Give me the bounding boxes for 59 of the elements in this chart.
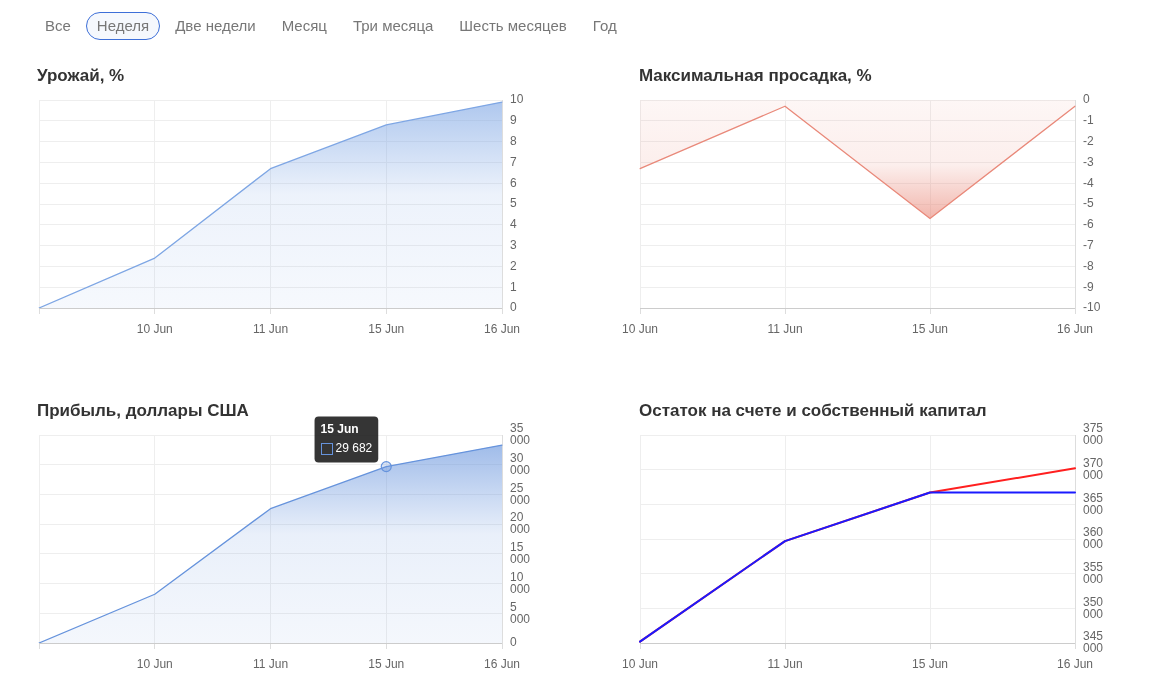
y-tick-label: -1 [1083, 113, 1094, 128]
x-tick-label: 10 Jun [621, 656, 659, 671]
x-tick-label: 15 Jun [368, 656, 405, 671]
y-tick-label: 20 000 [510, 510, 531, 537]
y-tick-label: -5 [1083, 196, 1094, 211]
y-tick-label: 10 000 [510, 569, 531, 596]
y-tick-label: -9 [1083, 279, 1094, 294]
annotation: 29 682 [335, 440, 373, 455]
x-tick-label: 11 Jun [767, 656, 803, 671]
y-tick-label: 10 [510, 92, 524, 107]
y-tick-label: 35 000 [510, 421, 531, 448]
x-tick-label: 10 Jun [136, 656, 173, 671]
y-tick-label: 0 [510, 635, 517, 650]
y-tick-label: 375 000 [1083, 421, 1104, 448]
y-tick-label: 4 [510, 217, 517, 232]
category-label: 15 Jun [320, 421, 359, 436]
y-tick-label: 1 [510, 279, 517, 294]
x-tick-label: 16 Jun [1056, 656, 1094, 671]
y-tick-label: 8 [510, 133, 517, 148]
y-tick-label: -7 [1083, 237, 1094, 252]
y-tick-label: 25 000 [510, 480, 531, 507]
y-tick-label: 15 000 [510, 540, 531, 567]
x-tick-label: 10 Jun [621, 321, 659, 336]
y-tick-label: 355 000 [1083, 559, 1104, 586]
x-tick-label: 11 Jun [252, 321, 289, 336]
y-tick-label: 370 000 [1083, 455, 1104, 482]
y-tick-label: 3 [510, 237, 517, 252]
y-tick-label: -3 [1083, 154, 1094, 169]
y-tick-label: -10 [1083, 300, 1101, 315]
y-tick-label: 360 000 [1083, 525, 1104, 552]
y-tick-label: -4 [1083, 175, 1094, 190]
x-tick-label: 15 Jun [911, 321, 949, 336]
x-tick-label: 15 Jun [368, 321, 405, 336]
x-tick-label: 16 Jun [483, 656, 521, 671]
y-tick-label: -8 [1083, 258, 1094, 273]
x-tick-label: 11 Jun [767, 321, 803, 336]
x-tick-label: 11 Jun [252, 656, 289, 671]
chart-title: Урожай, % [37, 66, 125, 86]
y-tick-label: 5 000 [510, 599, 531, 626]
y-tick-label: -2 [1083, 133, 1094, 148]
y-tick-label: 0 [510, 300, 517, 315]
y-tick-label: 2 [510, 258, 517, 273]
y-tick-label: -6 [1083, 217, 1094, 232]
y-tick-label: 5 [510, 196, 517, 211]
y-tick-label: 6 [510, 175, 517, 190]
y-tick-label: 365 000 [1083, 490, 1104, 517]
y-tick-label: 0 [1083, 92, 1090, 107]
y-tick-label: 30 000 [510, 451, 531, 478]
x-tick-label: 10 Jun [136, 321, 173, 336]
y-tick-label: 345 000 [1083, 629, 1104, 656]
y-tick-label: 350 000 [1083, 594, 1104, 621]
y-tick-label: 7 [510, 154, 517, 169]
x-tick-label: 16 Jun [483, 321, 521, 336]
x-tick-label: 15 Jun [911, 656, 949, 671]
x-tick-label: 16 Jun [1056, 321, 1094, 336]
chart-title: Максимальная просадка, % [639, 66, 872, 86]
y-tick-label: 9 [510, 113, 517, 128]
chart-title: Прибыль, доллары США [37, 401, 249, 421]
chart-title: Остаток на счете и собственный капитал [639, 401, 987, 421]
